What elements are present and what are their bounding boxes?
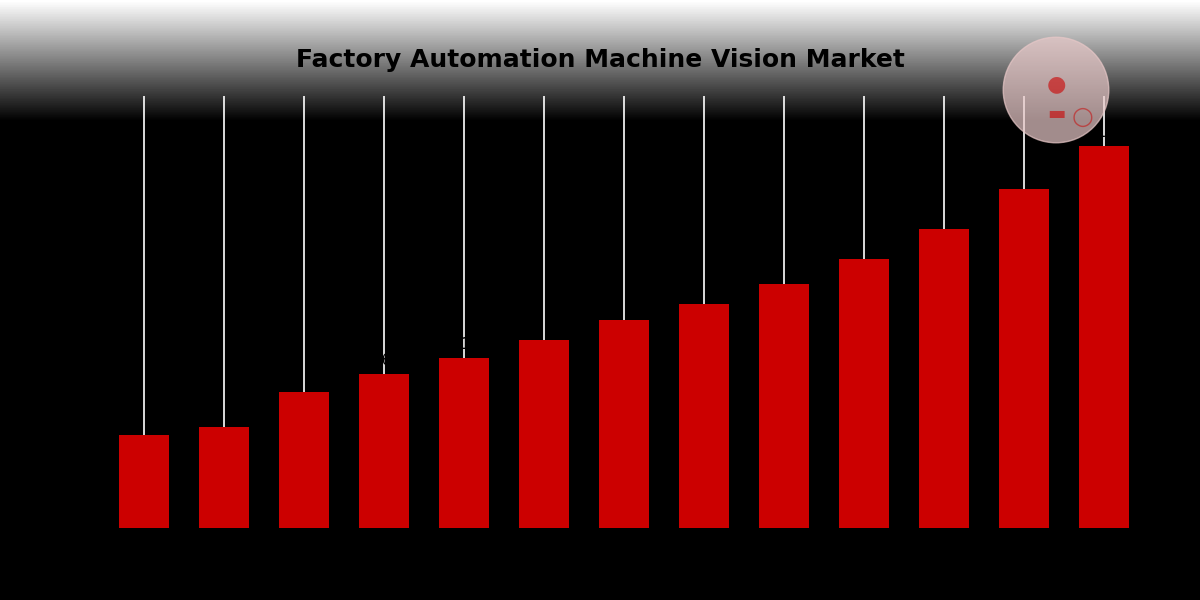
Bar bbox=[1000, 189, 1049, 528]
Bar bbox=[280, 392, 329, 528]
Bar bbox=[439, 358, 488, 528]
Bar bbox=[1079, 146, 1129, 528]
Circle shape bbox=[1003, 37, 1109, 143]
Bar bbox=[119, 435, 169, 528]
Bar bbox=[760, 284, 809, 528]
Y-axis label: Market Value in USD Billion: Market Value in USD Billion bbox=[70, 208, 85, 416]
Text: 4.64: 4.64 bbox=[367, 353, 401, 368]
Bar bbox=[839, 259, 889, 528]
Bar bbox=[679, 304, 728, 528]
Text: ○: ○ bbox=[1072, 104, 1093, 128]
Bar bbox=[919, 229, 968, 528]
Text: ▬: ▬ bbox=[1046, 104, 1066, 124]
Text: Factory Automation Machine Vision Market: Factory Automation Machine Vision Market bbox=[295, 48, 905, 72]
Bar bbox=[520, 340, 569, 528]
Bar bbox=[599, 320, 649, 528]
Bar bbox=[359, 374, 409, 528]
Text: 5.13: 5.13 bbox=[448, 337, 481, 352]
Text: ●: ● bbox=[1046, 74, 1066, 94]
Text: 11.5: 11.5 bbox=[1087, 125, 1121, 140]
Bar bbox=[199, 427, 248, 528]
